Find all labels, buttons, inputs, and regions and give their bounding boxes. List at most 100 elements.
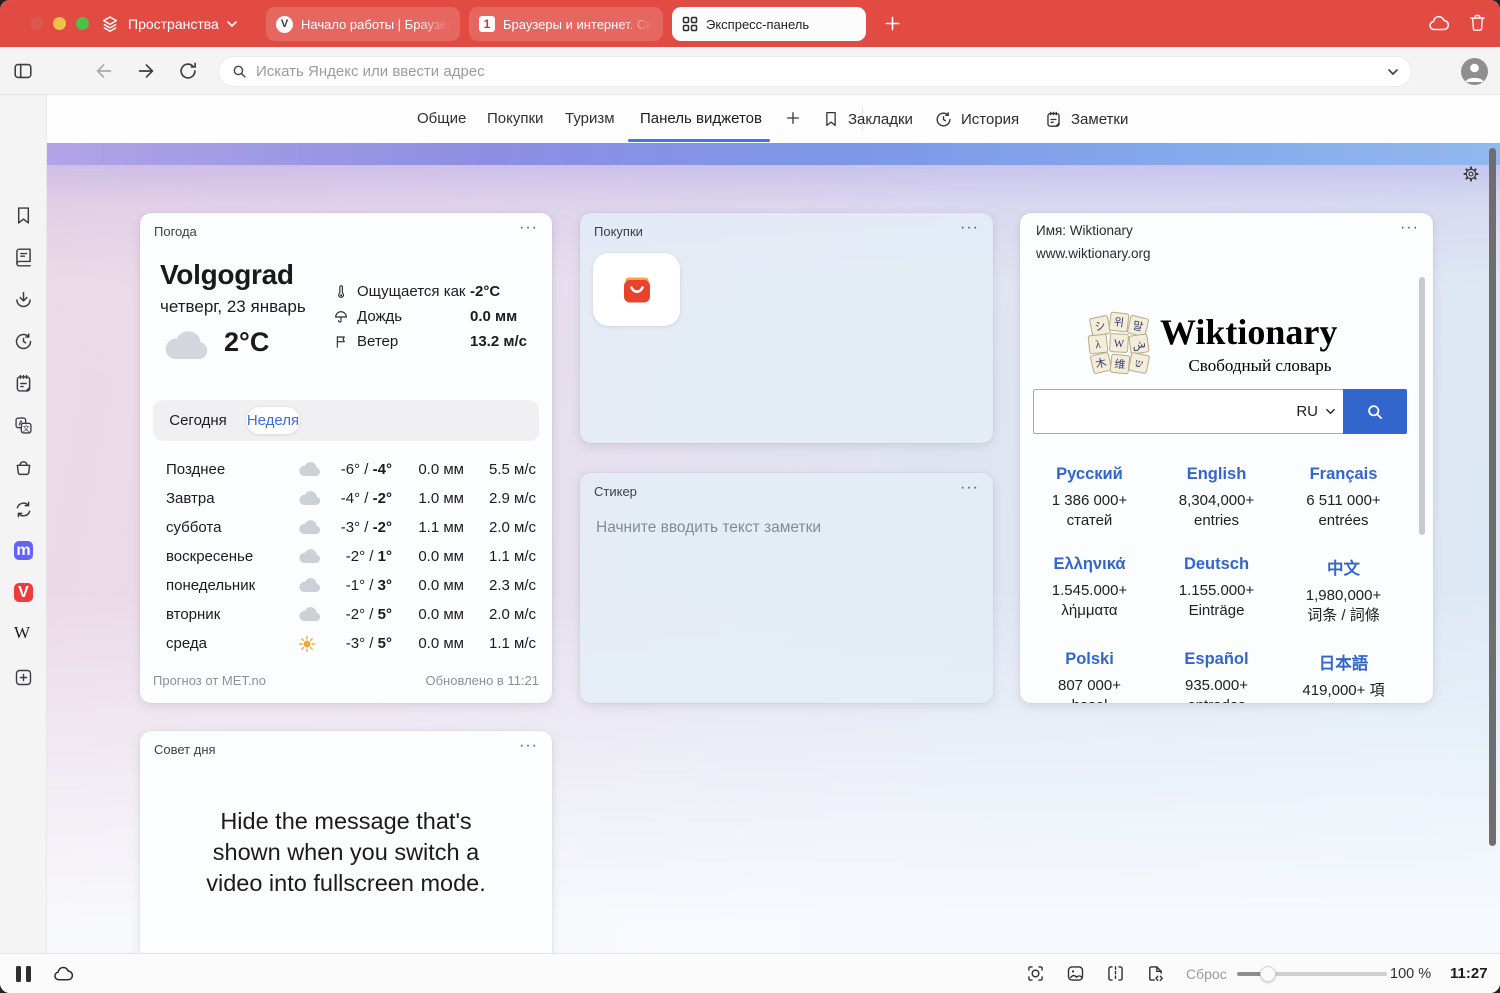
dial-settings-gear-icon[interactable] — [1462, 165, 1480, 183]
zoom-reset-button[interactable]: Сброс — [1186, 966, 1227, 982]
svg-text:シ: シ — [1094, 320, 1107, 334]
downloads-icon[interactable] — [13, 289, 34, 310]
forecast-precip: 1.1 мм — [418, 519, 464, 536]
language-link[interactable]: Polski — [1065, 650, 1114, 668]
new-tab-button[interactable] — [882, 13, 903, 34]
reload-button[interactable] — [177, 60, 199, 82]
trash-icon[interactable] — [1467, 12, 1488, 36]
panel-toggle-icon[interactable] — [12, 60, 34, 82]
mastodon-icon[interactable]: m — [14, 541, 33, 560]
back-button[interactable] — [93, 60, 115, 82]
wiktionary-search-button[interactable] — [1343, 389, 1407, 434]
bookmarks-icon[interactable] — [13, 205, 34, 226]
toggle-week[interactable]: Неделя — [245, 406, 301, 435]
minimize-window-button[interactable] — [53, 17, 66, 30]
forecast-precip: 0.0 мм — [418, 548, 464, 565]
wiktionary-logo-subtitle: Свободный словарь — [1188, 356, 1332, 375]
dial-tab-general[interactable]: Общие — [417, 110, 467, 127]
close-window-button[interactable] — [30, 17, 43, 30]
bookmark-icon — [822, 110, 840, 128]
zoom-slider-track[interactable] — [1237, 972, 1387, 976]
speed-dial-nav: Общие Покупки Туризм Панель виджетов Зак… — [47, 95, 1500, 143]
speed-dial-tile-aliexpress[interactable] — [593, 253, 680, 326]
widget-menu-button[interactable]: ··· — [519, 737, 538, 754]
pause-icon[interactable] — [16, 966, 31, 982]
wiktionary-search-box: RU — [1033, 389, 1407, 434]
dial-tab-widgets[interactable]: Панель виджетов — [640, 110, 762, 127]
widget-menu-button[interactable]: ··· — [960, 219, 979, 236]
add-dial-group-button[interactable] — [784, 109, 802, 129]
language-link[interactable]: 日本語 — [1318, 655, 1369, 673]
dial-tab-tourism[interactable]: Туризм — [565, 110, 615, 127]
metric-value: -2°C — [470, 283, 501, 300]
language-link[interactable]: English — [1186, 465, 1247, 483]
capture-icon[interactable] — [1025, 963, 1046, 984]
forecast-row: Завтра -4°-2° 1.0 мм 2.9 м/с — [166, 484, 536, 513]
address-input[interactable] — [256, 63, 1379, 80]
sticker-note-input[interactable]: Начните вводить текст заметки — [596, 519, 822, 536]
wikipedia-icon[interactable]: W — [14, 623, 31, 642]
weather-widget: Погода ··· Volgograd четверг, 23 январь … — [140, 213, 552, 703]
forecast-temp: -2°1° — [330, 548, 392, 565]
profile-avatar[interactable] — [1461, 58, 1488, 85]
language-link[interactable]: Ελληνικά — [1053, 555, 1126, 573]
dial-tab-shopping[interactable]: Покупки — [487, 110, 544, 127]
weather-updated: Обновлено в 11:21 — [425, 673, 540, 688]
zoom-window-button[interactable] — [76, 17, 89, 30]
widget-title: Покупки — [594, 224, 643, 239]
reading-list-icon[interactable] — [13, 247, 34, 268]
language-link[interactable]: Русский — [1056, 465, 1123, 483]
language-link[interactable]: Deutsch — [1183, 555, 1250, 573]
basket-icon[interactable] — [13, 457, 34, 478]
cloud-icon — [298, 519, 322, 536]
forward-button[interactable] — [135, 60, 157, 82]
cloud-status-icon[interactable] — [52, 963, 75, 986]
language-count: 935.000+ — [1185, 677, 1248, 694]
spaces-selector[interactable]: Пространства — [100, 11, 237, 36]
notes-icon[interactable] — [13, 373, 34, 394]
widget-menu-button[interactable]: ··· — [519, 219, 538, 236]
vivaldi-icon[interactable]: V — [14, 583, 33, 602]
tab-express-panel[interactable]: Экспресс-панель — [672, 7, 866, 41]
forecast-day: Завтра — [166, 490, 215, 507]
sync-icon[interactable] — [13, 499, 34, 520]
image-toggle-icon[interactable] — [1065, 963, 1086, 984]
page-actions-icon[interactable] — [1145, 963, 1166, 984]
forecast-wind: 1.1 м/с — [489, 548, 536, 565]
weather-city: Volgograd — [160, 259, 294, 290]
zoom-level: 100 % — [1390, 966, 1432, 982]
forecast-day: вторник — [166, 606, 221, 623]
sync-cloud-icon[interactable] — [1427, 12, 1451, 36]
widget-menu-button[interactable]: ··· — [1400, 219, 1419, 236]
bookmarks-button[interactable]: Закладки — [822, 95, 913, 143]
wiktionary-language-select[interactable]: RU — [1296, 390, 1336, 433]
language-link[interactable]: Español — [1184, 650, 1249, 668]
widget-title: Стикер — [594, 484, 637, 499]
history-button[interactable]: История — [934, 95, 1019, 143]
tab-start-page[interactable]: V Начало работы | Браузер — [266, 7, 460, 41]
language-count: 1 386 000+ — [1051, 492, 1128, 509]
tab-browsers-article[interactable]: 1 Браузеры и интернет. Ск — [469, 7, 663, 41]
wiktionary-logo-tiles: シ 위 말 λ W ش 木 维 ש — [1086, 310, 1154, 378]
language-count: 1.545.000+ — [1051, 582, 1128, 599]
metric-label: Дождь — [357, 308, 403, 325]
forecast-temp: -6°-4° — [330, 461, 392, 478]
split-view-icon[interactable] — [1105, 963, 1126, 984]
address-bar[interactable] — [218, 56, 1412, 87]
wiktionary-language: Deutsch 1.155.000+ Einträge — [1153, 555, 1280, 626]
add-web-panel-icon[interactable] — [13, 667, 34, 688]
language-link[interactable]: 中文 — [1327, 560, 1360, 578]
toggle-today[interactable]: Сегодня — [169, 412, 227, 429]
widget-scrollbar[interactable] — [1419, 277, 1425, 535]
svg-text:W: W — [1113, 338, 1125, 351]
widget-menu-button[interactable]: ··· — [960, 479, 979, 496]
language-link[interactable]: Français — [1309, 465, 1378, 483]
history-icon[interactable] — [13, 331, 34, 352]
chevron-down-icon[interactable] — [1387, 66, 1399, 78]
forecast-wind: 2.0 м/с — [489, 606, 536, 623]
page-scrollbar[interactable] — [1489, 148, 1496, 846]
zoom-slider-knob[interactable] — [1260, 966, 1276, 982]
wiktionary-search-input[interactable] — [1034, 390, 1289, 433]
notes-button[interactable]: Заметки — [1044, 95, 1128, 143]
